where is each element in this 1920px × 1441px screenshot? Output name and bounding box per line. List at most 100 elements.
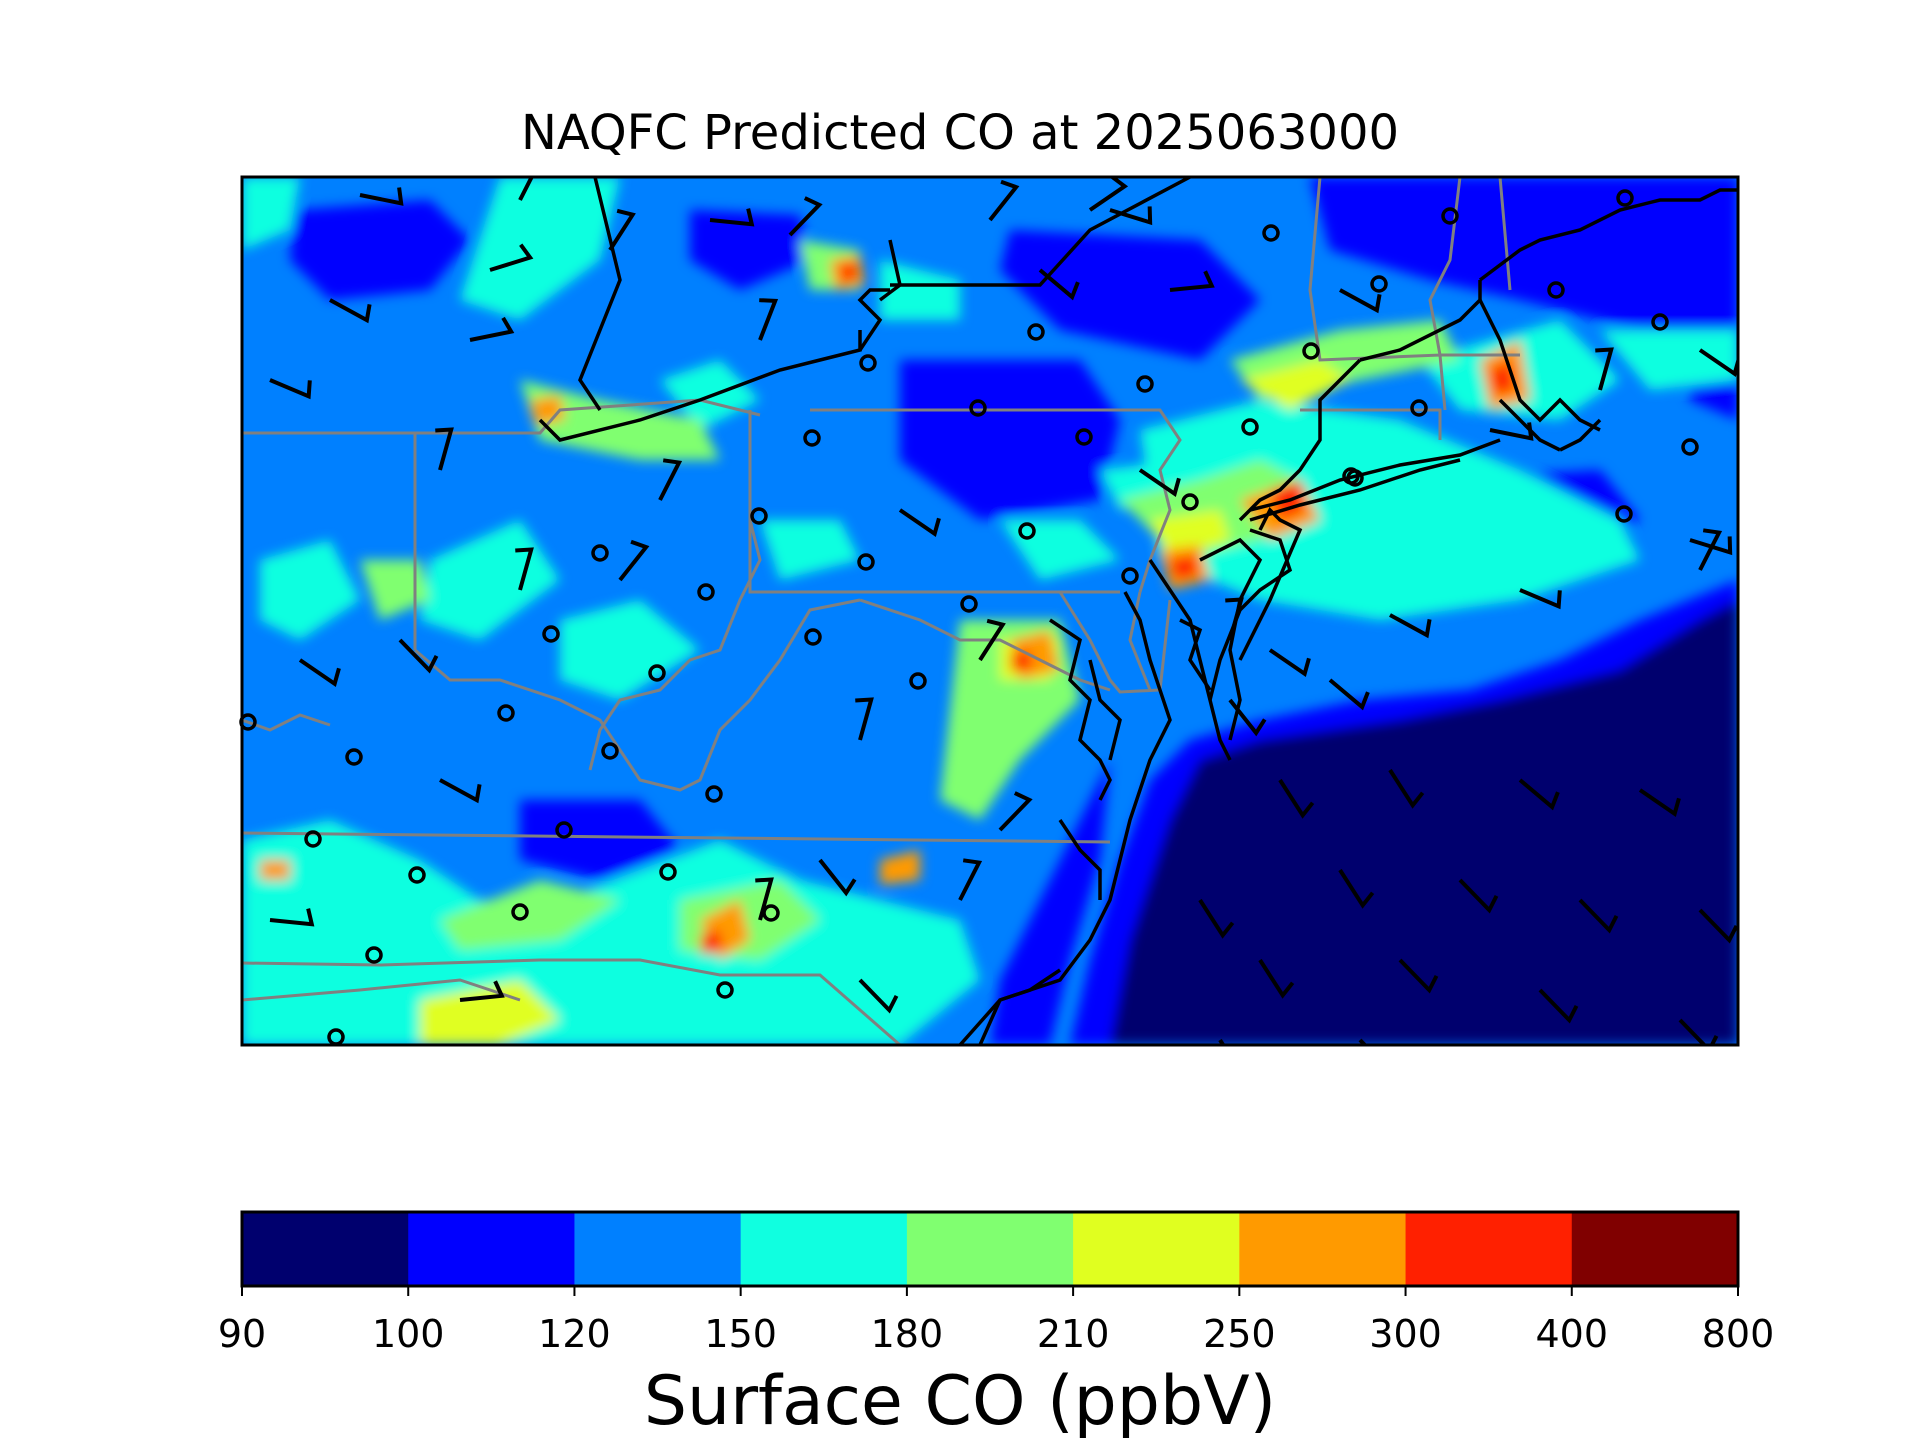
station-marker	[859, 354, 877, 372]
wind-barb	[988, 179, 1020, 222]
wind-barb	[858, 978, 899, 1014]
wind-barb	[1088, 177, 1129, 212]
colorbar-swatch	[740, 1212, 908, 1286]
wind-barb	[1698, 528, 1723, 571]
station-marker	[304, 830, 322, 848]
wind-barb	[1489, 422, 1534, 441]
wind-barb	[515, 547, 534, 591]
wind-barb	[359, 187, 404, 206]
station-marker	[969, 399, 987, 417]
wind-barb	[898, 508, 941, 537]
wind-barb	[658, 458, 683, 501]
wind-barb	[469, 316, 515, 342]
wind-barb	[1578, 898, 1619, 934]
station-marker	[1441, 207, 1459, 225]
station-marker	[1027, 323, 1045, 341]
station-marker	[239, 713, 257, 731]
wind-barb	[758, 298, 779, 341]
wind-barb	[1518, 778, 1560, 811]
colorbar	[240, 1210, 1740, 1296]
wind-barb	[1169, 270, 1215, 292]
wind-barb	[618, 539, 650, 582]
station-marker	[1181, 493, 1199, 511]
wind-barb	[608, 208, 636, 252]
station-marker	[497, 704, 515, 722]
colorbar-swatch	[1571, 1212, 1739, 1286]
station-marker	[960, 595, 978, 613]
colorbar-swatch	[906, 1212, 1074, 1286]
wind-barb	[1689, 536, 1733, 556]
station-marker	[1370, 275, 1388, 293]
wind-barb	[518, 177, 534, 201]
wind-barb	[1038, 268, 1080, 301]
wind-barb	[439, 778, 482, 804]
colorbar-swatch	[1239, 1212, 1407, 1286]
station-marker	[327, 1028, 345, 1046]
station-marker	[659, 863, 677, 881]
wind-barb	[1698, 908, 1738, 944]
colorbar-tick-label: 100	[371, 1312, 445, 1356]
colorbar-swatch	[574, 1212, 742, 1286]
station-marker	[408, 866, 426, 884]
colorbar-tick-label: 800	[1701, 1312, 1775, 1356]
station-marker	[1547, 281, 1565, 299]
colorbar-tick-label: 250	[1203, 1312, 1276, 1356]
colorbar-tick-label: 210	[1036, 1312, 1110, 1356]
colorbar-swatch	[1405, 1212, 1573, 1286]
station-marker	[511, 903, 529, 921]
wind-barb	[298, 658, 341, 687]
wind-barb	[1198, 898, 1235, 939]
wind-barb	[1388, 768, 1425, 809]
station-marker	[648, 664, 666, 682]
station-marker	[1681, 438, 1699, 456]
wind-barb	[1595, 347, 1614, 391]
wind-barb	[269, 908, 315, 927]
colorbar-tick-label: 300	[1369, 1312, 1442, 1356]
wind-barb	[1138, 468, 1181, 497]
station-marker	[909, 672, 927, 690]
wind-barb	[1678, 1018, 1719, 1045]
wind-barb	[958, 858, 983, 901]
station-marker	[555, 821, 573, 839]
station-marker	[1075, 428, 1093, 446]
wind-barb	[329, 298, 372, 324]
wind-barb	[978, 618, 1006, 662]
station-marker	[365, 946, 383, 964]
wind-barb	[1698, 348, 1738, 377]
station-marker	[1651, 313, 1669, 331]
wind-barb	[1398, 958, 1439, 994]
wind-barb	[1458, 878, 1499, 914]
plot-title: NAQFC Predicted CO at 2025063000	[520, 105, 1400, 161]
station-marker	[345, 748, 363, 766]
station-marker	[857, 553, 875, 571]
wind-barb	[1258, 958, 1295, 999]
station-marker	[1302, 342, 1320, 360]
colorbar-swatch	[242, 1212, 409, 1286]
station-markers	[239, 189, 1699, 1046]
wind-barb	[1268, 648, 1311, 677]
wind-barb	[1339, 288, 1382, 314]
wind-barb	[855, 697, 874, 741]
colorbar-tick-label: 150	[704, 1312, 777, 1356]
wind-barb	[998, 791, 1033, 832]
station-marker	[542, 625, 560, 643]
station-marker	[804, 628, 822, 646]
map-frame	[240, 175, 1740, 1047]
station-marker	[1262, 224, 1280, 242]
station-marker	[803, 429, 821, 447]
wind-barb	[459, 980, 505, 1002]
station-marker	[716, 981, 734, 999]
station-marker	[1615, 505, 1633, 523]
wind-barb	[755, 877, 774, 921]
wind-barb	[1328, 678, 1370, 711]
co-field	[242, 177, 1738, 1045]
wind-barb	[269, 378, 312, 400]
wind-barb	[1519, 588, 1562, 610]
station-marker	[1121, 567, 1139, 585]
colorbar-tick-label: 180	[870, 1312, 944, 1356]
colorbar-tick-label: 120	[538, 1312, 611, 1356]
station-marker	[1342, 467, 1360, 485]
station-marker	[1616, 189, 1634, 207]
